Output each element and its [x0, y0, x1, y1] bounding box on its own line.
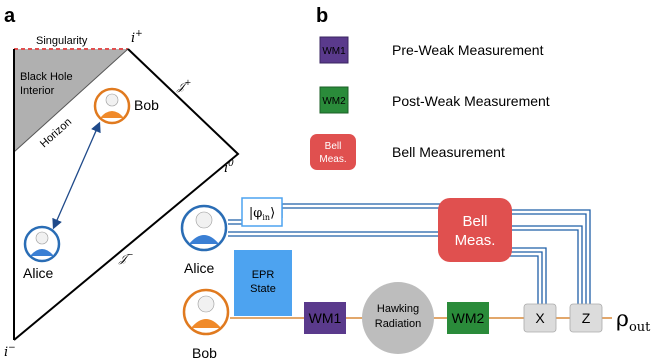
bob-label-a: Bob: [134, 97, 159, 113]
null-infinity-boundary: [13, 48, 240, 341]
rho-out-label: ρout: [616, 307, 651, 335]
legend-bell-desc: Bell Measurement: [392, 144, 505, 160]
interior-text-2: Interior: [20, 85, 55, 97]
legend-bell-text-2: Meas.: [319, 154, 346, 165]
hawking-radiation-circle: [362, 282, 434, 354]
wm2-text: WM2: [452, 310, 485, 326]
bell-text-2: Meas.: [455, 232, 496, 249]
scri-plus-label: 𝒥+: [176, 78, 191, 93]
alice-avatar-b: [180, 204, 228, 252]
legend-wm1-box: [319, 36, 349, 64]
legend-wm2-desc: Post-Weak Measurement: [392, 93, 550, 109]
z-gate-text: Z: [582, 310, 591, 326]
hawking-text-2: Radiation: [375, 318, 421, 330]
i-plus-label: i+: [131, 29, 143, 46]
phi-in-box: [241, 197, 283, 227]
hawking-text-1: Hawking: [377, 303, 419, 315]
legend-wm1-desc: Pre-Weak Measurement: [392, 42, 544, 58]
alice-label-b: Alice: [184, 260, 215, 276]
wm1-text: WM1: [309, 310, 342, 326]
epr-state-box: [234, 250, 292, 316]
x-gate: [523, 303, 557, 333]
phi-in-label: |φin⟩: [249, 206, 275, 222]
bell-measurement-box: [438, 198, 512, 262]
i-zero-label: i0: [224, 159, 234, 176]
panel-b-label: b: [316, 5, 328, 27]
legend-bell-box: [310, 134, 356, 170]
bob-avatar-b: [182, 288, 230, 336]
x-gate-text: X: [535, 310, 545, 326]
epr-text-2: State: [250, 283, 276, 295]
singularity-text: Singularity: [36, 35, 88, 47]
scri-minus-label: 𝒥−: [118, 250, 133, 265]
legend-wm2-box: [319, 86, 349, 114]
bob-label-b: Bob: [192, 345, 217, 361]
panel-a-label: a: [4, 5, 16, 27]
alice-label-a: Alice: [23, 265, 54, 281]
legend-wm1-text: WM1: [322, 46, 346, 57]
z-gate: [569, 303, 603, 333]
bob-avatar-a: [93, 87, 131, 125]
i-minus-label: i−: [4, 343, 16, 360]
bell-text-1: Bell: [462, 213, 487, 230]
alice-avatar-a: [23, 225, 61, 263]
legend-wm2-text: WM2: [322, 96, 346, 107]
wm2-box: [447, 302, 489, 334]
wm1-box: [304, 302, 346, 334]
entanglement-arrow: [52, 121, 101, 230]
horizon-line: [13, 48, 129, 153]
epr-text-1: EPR: [252, 269, 275, 281]
legend-bell-text-1: Bell: [325, 141, 342, 152]
interior-text-1: Black Hole: [20, 71, 73, 83]
